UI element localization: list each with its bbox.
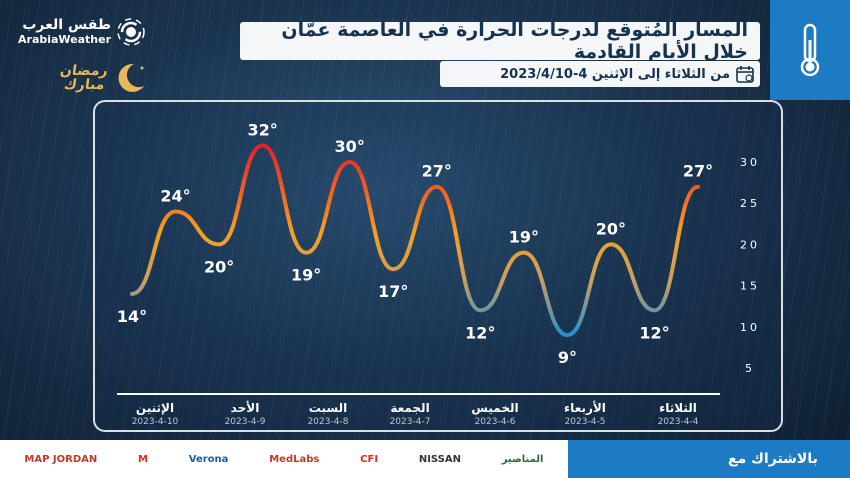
day-date-label: 2023-4-7 bbox=[390, 417, 431, 427]
sun-swirl-icon bbox=[117, 18, 145, 46]
y-tick-label: 20 bbox=[740, 238, 760, 251]
day-name-label: السبت bbox=[309, 401, 347, 415]
day-name-label: الجمعة bbox=[390, 401, 429, 415]
temperature-label: 24° bbox=[160, 186, 190, 205]
day-date-label: 2023-4-5 bbox=[565, 417, 606, 427]
temperature-label: 32° bbox=[247, 121, 277, 140]
date-range: من الثلاثاء إلى الإثنين 4-2023/4/10 bbox=[500, 66, 730, 82]
temperature-label: 9° bbox=[558, 348, 577, 367]
temperature-label: 12° bbox=[465, 323, 495, 342]
day-name-label: الأربعاء bbox=[564, 400, 606, 415]
temperature-curve bbox=[130, 143, 700, 338]
day-name-label: الأحد bbox=[231, 400, 260, 415]
ramadan-text-2: مبارك bbox=[62, 77, 106, 93]
temperature-label: 17° bbox=[378, 282, 408, 301]
arabiaweather-logo: طقس العرب ArabiaWeather bbox=[18, 17, 145, 46]
temperature-label: 20° bbox=[596, 219, 626, 238]
sponsor-logo: CFI bbox=[360, 453, 379, 465]
footer: MAP JORDAN M Verona MedLabs CFI NISSAN المناصي… bbox=[0, 440, 850, 478]
calendar-icon bbox=[736, 66, 754, 83]
y-tick-label: 15 bbox=[740, 280, 760, 293]
logo-arabic: طقس العرب bbox=[22, 17, 112, 34]
temperature-label: 27° bbox=[422, 162, 452, 181]
sponsor-logo: MAP JORDAN bbox=[24, 453, 98, 465]
subtitle-bar: من الثلاثاء إلى الإثنين 4-2023/4/10 bbox=[440, 61, 760, 87]
y-tick-label: 30 bbox=[740, 156, 760, 169]
temperature-label: 19° bbox=[509, 228, 539, 247]
thermometer-icon bbox=[800, 23, 820, 77]
sponsor-logo: المناصير bbox=[501, 453, 544, 465]
day-date-label: 2023-4-8 bbox=[308, 417, 349, 427]
sponsor-logo: Verona bbox=[188, 453, 229, 465]
chart-panel: 5 10 15 20 25 30 27° 12° 20° 9° 19° 12° 27° 17° 30° 19… bbox=[93, 100, 783, 432]
day-name-label: الخميس bbox=[471, 401, 518, 415]
temperature-label: 12° bbox=[639, 323, 669, 342]
thermometer-box bbox=[770, 0, 850, 100]
page-title: المسار المُتوقع لدرجات الحرارة في العاصم… bbox=[281, 19, 748, 63]
temperature-label: 27° bbox=[683, 162, 713, 181]
y-tick-label: 5 bbox=[745, 362, 755, 375]
logo-english: ArabiaWeather bbox=[18, 32, 112, 46]
ramadan-text-1: رمضان bbox=[58, 63, 109, 79]
temperature-label: 19° bbox=[291, 266, 321, 285]
sponsor-logo: MedLabs bbox=[269, 453, 320, 465]
title-bar: المسار المُتوقع لدرجات الحرارة في العاصم… bbox=[240, 19, 760, 63]
day-date-label: 2023-4-6 bbox=[475, 417, 516, 427]
temperature-label: 20° bbox=[204, 257, 234, 276]
temperature-label: 30° bbox=[335, 137, 365, 156]
ramadan-greeting: رمضان مبارك bbox=[58, 60, 148, 96]
y-tick-label: 10 bbox=[740, 321, 760, 334]
day-name-label: الثلاثاء bbox=[659, 401, 697, 415]
temperature-label: 14° bbox=[117, 307, 147, 326]
temperature-chart: 5 10 15 20 25 30 27° 12° 20° 9° 19° 12° 27° 17° 30° 19… bbox=[117, 121, 760, 427]
with-label: بالاشتراك مع bbox=[728, 451, 818, 467]
y-tick-label: 25 bbox=[740, 197, 760, 210]
sponsor-logos: MAP JORDAN M Verona MedLabs CFI NISSAN المناصي… bbox=[0, 440, 568, 478]
crescent-moon-icon bbox=[118, 63, 144, 92]
day-date-label: 2023-4-4 bbox=[658, 417, 699, 427]
sponsor-band: بالاشتراك مع bbox=[568, 440, 850, 478]
day-date-label: 2023-4-9 bbox=[225, 417, 266, 427]
day-date-label: 2023-4-10 bbox=[132, 417, 179, 427]
day-name-label: الإثنين bbox=[136, 401, 174, 415]
sponsor-logo: M bbox=[138, 453, 148, 465]
sponsor-logo: NISSAN bbox=[418, 453, 461, 465]
